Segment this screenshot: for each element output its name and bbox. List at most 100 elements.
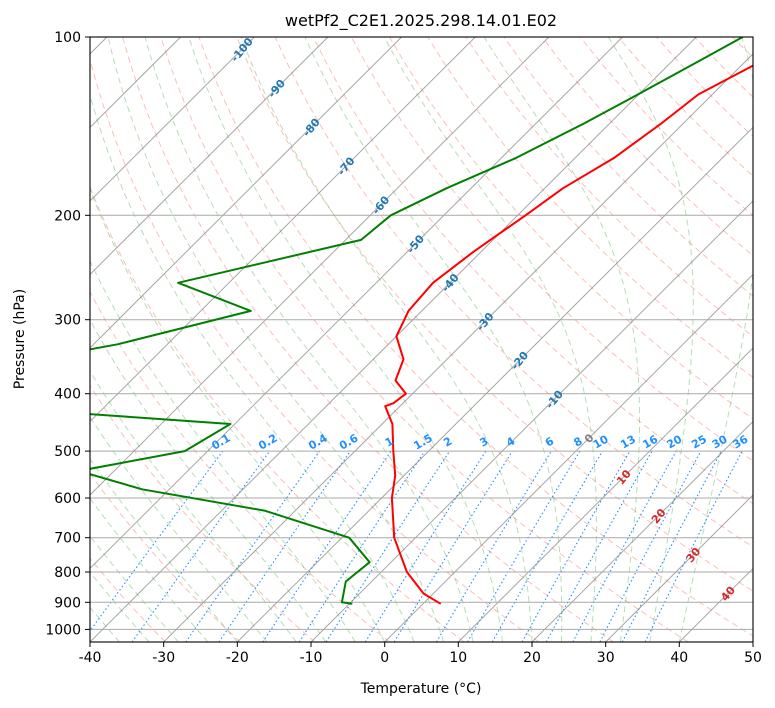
mixing-ratio-line xyxy=(521,450,631,642)
mixing-ratio-label: 0.4 xyxy=(306,431,330,452)
mixing-ratio-label: 1.5 xyxy=(411,432,434,453)
y-tick-label: 700 xyxy=(54,531,81,547)
isotherm-line xyxy=(384,273,753,642)
mixing-ratio-line xyxy=(218,450,351,642)
mixing-ratio-label: 30 xyxy=(710,432,730,451)
y-tick-label: 600 xyxy=(54,491,81,507)
moist-adiabat-line xyxy=(304,37,563,642)
mixing-ratio-label: 13 xyxy=(618,433,638,452)
y-tick-label: 500 xyxy=(54,444,81,460)
mixing-ratio-line xyxy=(90,450,224,632)
moist-adiabat-line xyxy=(240,37,533,642)
isotherm-line xyxy=(310,200,753,642)
dry-adiabat-line xyxy=(732,37,753,59)
isotherm-line xyxy=(163,53,753,642)
moist-adiabat-line xyxy=(483,37,640,642)
isotherm-line xyxy=(236,126,753,642)
mixing-ratio-label: 25 xyxy=(689,433,709,452)
y-tick-label: 100 xyxy=(54,30,81,46)
mixing-ratio-line xyxy=(545,450,653,642)
x-tick-label: 10 xyxy=(449,650,467,666)
moist-adiabat-line xyxy=(90,370,297,642)
isotherm-line xyxy=(752,641,753,642)
dry-adiabat-line xyxy=(771,37,775,642)
y-tick-label: 400 xyxy=(54,387,81,403)
isotherm-line xyxy=(457,347,753,642)
mixing-ratio-line xyxy=(644,450,743,642)
mixing-ratio-line xyxy=(262,450,392,642)
mixing-ratio-line xyxy=(572,450,677,642)
series-layer xyxy=(90,37,753,605)
y-tick-label: 1000 xyxy=(45,622,81,638)
x-tick-label: -10 xyxy=(300,650,323,666)
mixing-ratio-label: 2 xyxy=(441,435,454,450)
temperature-profile-line xyxy=(384,64,753,605)
dry-adiabat-line xyxy=(694,37,753,98)
dry-adiabat-line xyxy=(389,37,753,420)
dry-adiabat-line xyxy=(656,37,753,138)
x-axis-title: Temperature (°C) xyxy=(360,681,482,697)
background-lines xyxy=(90,37,775,642)
moist-adiabat-line xyxy=(90,497,209,642)
x-tick-label: 20 xyxy=(523,650,541,666)
dewpoint-profile-line xyxy=(90,37,744,605)
isotherm-line xyxy=(90,37,402,349)
mixing-ratio-label: 6 xyxy=(543,434,556,449)
x-tick-label: 30 xyxy=(597,650,615,666)
mixing-ratio-line xyxy=(325,450,451,642)
mixing-ratio-line xyxy=(185,450,321,642)
y-tick-label: 300 xyxy=(54,313,81,329)
moist-adiabat-line xyxy=(678,37,753,642)
dry-adiabat-line xyxy=(90,57,540,642)
dry-adiabat-line xyxy=(90,186,465,642)
moist-adiabat-line xyxy=(607,37,694,642)
y-tick-label: 200 xyxy=(54,208,81,224)
dry-adiabat-line xyxy=(503,37,753,297)
mixing-ratio-label: 36 xyxy=(731,432,751,451)
dry-adiabat-line xyxy=(465,37,753,338)
moist-adiabat-line xyxy=(90,259,356,642)
isotherm-line xyxy=(531,420,753,642)
dry-adiabat-line xyxy=(90,384,316,642)
moist-adiabat-line xyxy=(107,37,445,642)
isotherm-line xyxy=(90,37,550,496)
y-tick-label: 800 xyxy=(54,565,81,581)
y-tick-label: 900 xyxy=(54,595,81,611)
dry-adiabat-line xyxy=(160,37,689,642)
moist-adiabat-line xyxy=(90,188,386,642)
moist-adiabat-line xyxy=(90,318,327,642)
mixing-ratio-line xyxy=(364,450,487,642)
moist-adiabat-line xyxy=(383,37,597,642)
mixing-ratio-label: 16 xyxy=(640,432,660,451)
mixing-ratio-line xyxy=(393,450,513,642)
dry-adiabat-line xyxy=(236,37,753,592)
moist-adiabat-line xyxy=(144,37,474,642)
dry-adiabat-line xyxy=(90,290,390,642)
x-tick-label: -20 xyxy=(226,650,249,666)
dry-adiabat-line xyxy=(350,37,753,462)
x-tick-label: -30 xyxy=(152,650,175,666)
isotherm-line xyxy=(90,37,476,423)
mixing-ratio-line xyxy=(298,450,426,642)
chart-title: wetPf2_C2E1.2025.298.14.01.E02 xyxy=(285,11,557,31)
moist-adiabat-line xyxy=(90,535,179,642)
mixing-ratio-label: 3 xyxy=(477,435,490,450)
plot-frame xyxy=(89,36,754,643)
isotherm-line xyxy=(90,37,329,276)
dry-adiabat-line xyxy=(312,37,753,505)
gridlines xyxy=(90,37,753,642)
x-tick-label: 40 xyxy=(670,650,688,666)
x-axis: -40 -30 -20 -10 0 10 20 30 40 50 xyxy=(79,642,762,666)
dry-adiabat-line xyxy=(122,37,614,642)
isotherm-line xyxy=(90,37,697,642)
moist-adiabat-line xyxy=(188,37,503,642)
dry-adiabat-line xyxy=(579,37,753,217)
x-tick-label: 50 xyxy=(744,650,762,666)
y-axis-title: Pressure (hPa) xyxy=(12,289,28,389)
isotherm-line xyxy=(90,37,255,202)
isotherm-line xyxy=(90,37,623,570)
moist-adiabat-line xyxy=(90,458,238,642)
isotherm-line xyxy=(605,494,753,642)
x-tick-label: -40 xyxy=(79,650,102,666)
